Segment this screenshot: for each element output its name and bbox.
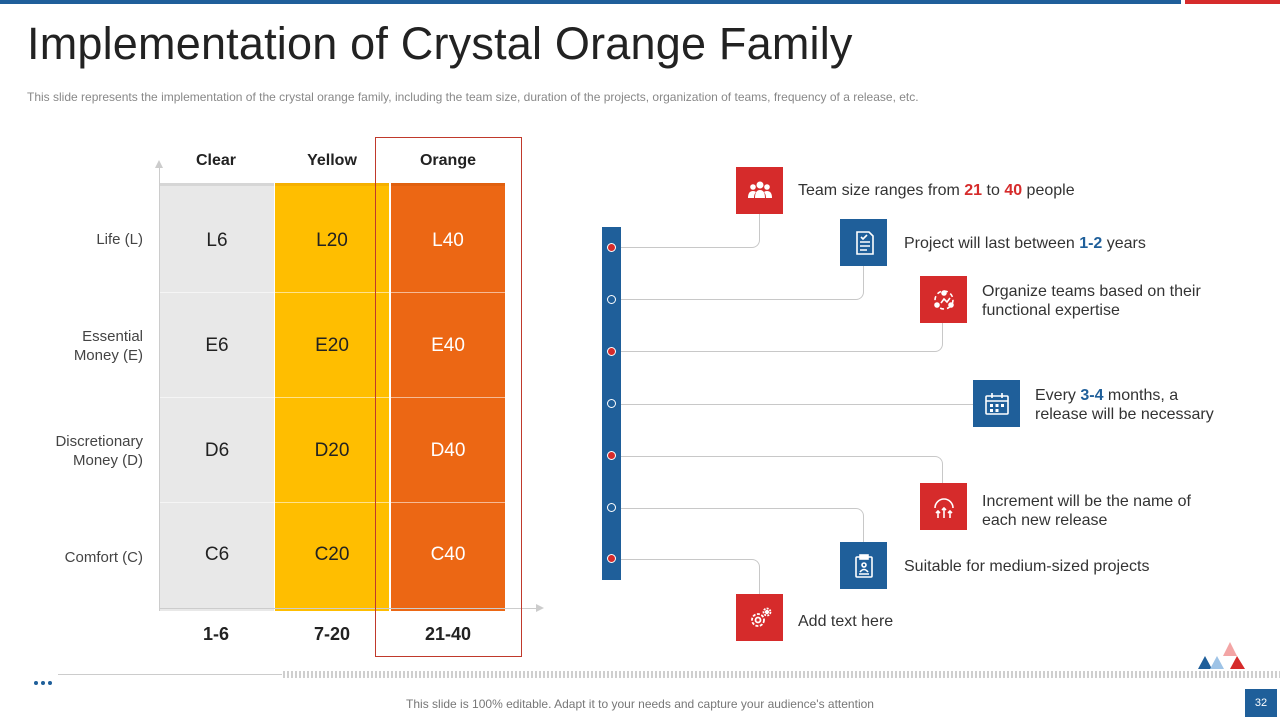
range-clear: 1-6 (202, 624, 229, 644)
clipboard-icon (840, 542, 887, 589)
cell-d6: D6 (204, 440, 230, 461)
team-icon (736, 167, 783, 214)
item-add-text[interactable]: Add text here (798, 613, 894, 630)
organization-icon (920, 276, 967, 323)
cell-c40: C40 (430, 544, 466, 565)
row-label-life: Life (L) (96, 231, 143, 248)
footer-line (58, 674, 282, 675)
timeline-dot (607, 347, 616, 356)
connector-line (621, 323, 943, 352)
slide-subtitle: This slide represents the implementation… (27, 90, 919, 104)
footer-note: This slide is 100% editable. Adapt it to… (406, 697, 874, 711)
row-label-line: Discretionary (55, 433, 143, 450)
page-number: 32 (1245, 689, 1277, 717)
top-accent-bar-red (1185, 0, 1280, 4)
x-axis (159, 608, 537, 609)
timeline-dot (607, 243, 616, 252)
row-label-line: Money (D) (72, 452, 143, 469)
calendar-icon (973, 380, 1020, 427)
item-text-part: Project will last between (904, 235, 1080, 252)
cell-e40: E40 (431, 335, 465, 356)
item-text-line: each new release (982, 512, 1108, 529)
timeline-dot (607, 399, 616, 408)
timeline-dot (607, 451, 616, 460)
row-divider (160, 397, 505, 398)
item-increment-name: Increment will be the name of each new r… (982, 492, 1191, 530)
row-label-line: Money (E) (73, 347, 143, 364)
top-accent-bar-blue (0, 0, 1181, 4)
item-text-part: to (982, 182, 1005, 199)
item-text-line: functional expertise (982, 302, 1120, 319)
connector-line (621, 404, 973, 405)
range-orange: 21-40 (424, 624, 472, 644)
row-label-essential-money: Essential Money (E) (20, 327, 143, 365)
column-header-clear: Clear (195, 152, 237, 169)
timeline-dot (607, 554, 616, 563)
row-label-discretionary-money: Discretionary Money (D) (20, 432, 143, 470)
cell-l40: L40 (432, 230, 464, 251)
item-number: 40 (1004, 182, 1023, 199)
connector-line (621, 214, 760, 248)
connector-line (621, 559, 760, 594)
row-divider (160, 502, 505, 503)
item-text-part: people (1022, 182, 1075, 199)
range-yellow: 7-20 (313, 624, 351, 644)
connector-line (621, 456, 943, 483)
item-project-duration: Project will last between 1-2 years (904, 234, 1146, 253)
connector-line (621, 265, 864, 300)
row-label-line: Essential (82, 328, 143, 345)
item-number: 21 (964, 182, 983, 199)
item-text-line: Increment will be the name of (982, 493, 1191, 510)
timeline-dot (607, 503, 616, 512)
item-medium-projects: Suitable for medium-sized projects (904, 558, 1150, 575)
item-text-part: years (1102, 235, 1146, 252)
connector-line (621, 508, 864, 542)
footer-dots (34, 672, 55, 690)
cell-l20: L20 (316, 230, 348, 251)
cell-l6: L6 (206, 230, 228, 251)
row-label-comfort: Comfort (C) (64, 549, 143, 566)
cell-e20: E20 (315, 335, 349, 356)
item-team-size: Team size ranges from 21 to 40 people (798, 181, 1075, 200)
slide-title: Implementation of Crystal Orange Family (27, 18, 853, 69)
document-icon (840, 219, 887, 266)
item-text-line: release will be necessary (1035, 406, 1214, 423)
item-text-line: Every 3-4 months, a (1035, 386, 1214, 405)
y-axis (159, 166, 160, 611)
item-organize-teams: Organize teams based on their functional… (982, 282, 1201, 320)
orange-highlight-frame (375, 137, 522, 657)
y-axis-arrow (155, 160, 163, 168)
item-text-line: Organize teams based on their (982, 283, 1201, 300)
cell-c6: C6 (204, 544, 230, 565)
gears-icon (736, 594, 783, 641)
row-divider (160, 292, 505, 293)
x-axis-arrow (536, 604, 544, 612)
cell-c20: C20 (314, 544, 350, 565)
item-text-part: Team size ranges from (798, 182, 965, 199)
footer-hatch-bar (283, 671, 1280, 678)
item-release-frequency: Every 3-4 months, a release will be nece… (1035, 386, 1214, 424)
item-text-part: Every (1035, 387, 1081, 404)
cell-e6: E6 (205, 335, 229, 356)
growth-icon (920, 483, 967, 530)
cell-d20: D20 (314, 440, 350, 461)
column-header-orange: Orange (419, 152, 476, 169)
item-number: 1-2 (1079, 235, 1103, 252)
triangle-logo-icon (1198, 642, 1245, 669)
timeline-dot (607, 295, 616, 304)
item-number: 3-4 (1080, 387, 1104, 404)
column-header-yellow: Yellow (307, 152, 357, 169)
item-text-part: months, a (1103, 387, 1179, 404)
cell-d40: D40 (430, 440, 466, 461)
